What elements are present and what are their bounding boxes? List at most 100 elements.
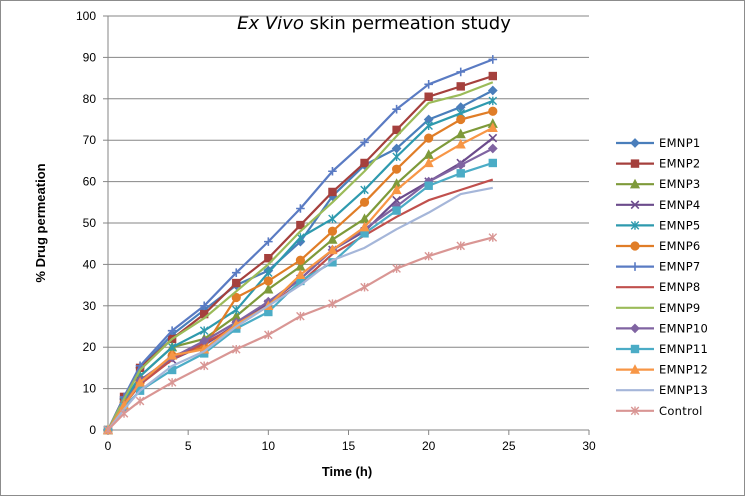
data-point [455,128,466,139]
series-line [107,236,494,431]
y-tick-label: 40 [83,257,97,271]
data-point [424,133,434,143]
data-point [488,55,498,64]
data-point [392,152,401,162]
legend-label: EMNP11 [659,342,708,356]
series-line [107,99,494,431]
legend-item-emnp4: EMNP4 [616,198,701,212]
legend-marker [630,138,640,148]
data-point [488,133,498,143]
legend-marker [630,406,640,416]
data-point [199,326,209,335]
data-point [264,268,273,277]
legend-marker [630,262,640,271]
legend-item-emnp3: EMNP3 [616,177,701,191]
data-point [231,268,241,277]
legend-label: Control [659,404,703,418]
legend-item-emnp12: EMNP12 [616,363,708,377]
data-point [424,80,433,89]
legend-marker [629,364,641,374]
data-point [392,206,401,215]
data-point [167,350,178,360]
data-point [135,376,146,387]
x-tick-label: 10 [262,439,276,453]
x-tick-label: 25 [502,439,516,453]
series-emnp11 [103,158,497,435]
data-point [328,214,337,224]
data-point [231,305,241,315]
series-line [107,81,494,431]
y-tick-label: 90 [83,50,97,64]
data-point [391,184,402,195]
legend-item-emnp10: EMNP10 [616,321,708,335]
data-point [263,276,273,286]
data-point [424,121,433,131]
data-point [359,221,370,232]
data-point [423,157,434,168]
legend-marker [630,241,640,251]
series-emnp13 [107,186,494,431]
legend-item-control: Control [616,404,703,418]
data-point [167,378,177,387]
data-point [231,292,241,303]
data-point [296,311,305,321]
series-line [107,147,494,431]
legend-label: EMNP8 [659,280,701,294]
x-axis-title: Time (h) [322,464,372,479]
data-point [231,344,241,354]
x-tick-label: 0 [105,439,112,453]
data-point [264,253,273,263]
legend-label: EMNP7 [659,260,701,274]
legend-marker [630,159,640,168]
data-point [456,114,466,125]
legend-item-emnp1: EMNP1 [616,136,701,150]
y-tick-label: 100 [76,9,96,23]
series-emnp9 [107,81,494,431]
legend-label: EMNP4 [659,198,701,212]
y-tick-label: 80 [83,92,97,106]
legend-label: EMNP10 [659,321,708,335]
series-emnp2 [103,71,497,435]
series-line [107,186,494,431]
legend-label: EMNP1 [659,136,701,150]
data-point [455,160,466,170]
legend-item-emnp8: EMNP8 [616,280,701,294]
legend-label: EMNP5 [659,218,701,232]
series-control [103,233,498,435]
data-point [487,122,498,132]
series-line [107,74,494,431]
data-point [488,158,497,168]
x-tick-label: 15 [342,439,356,453]
data-point [391,164,402,174]
data-point [456,67,466,77]
legend-label: EMNP3 [659,177,701,191]
legend-item-emnp13: EMNP13 [616,383,708,397]
y-tick-label: 70 [83,133,97,147]
data-point [199,301,209,311]
axes-layer: 0 10 20 30 40 50 60 70 80 90 100 0 5 10 15 20 25 30 [76,9,596,453]
legend-label: EMNP9 [659,301,701,315]
data-point [199,361,209,371]
data-point [487,143,498,154]
data-point [135,396,145,406]
legend-label: EMNP13 [659,383,708,397]
legend-marker [629,178,641,189]
data-point [296,220,305,230]
legend-item-emnp7: EMNP7 [616,260,701,274]
legend: EMNP1 EMNP2 EMNP3 EMNP4 EMNP5 EMNP6 EMNP7 EMNP8… [616,136,708,418]
x-tick-label: 30 [582,439,596,453]
y-tick-label: 30 [83,299,97,313]
data-point [328,187,337,197]
data-point [423,149,434,159]
data-point [296,204,305,213]
data-point [456,241,466,251]
data-point [359,197,370,207]
series-line [107,126,494,431]
y-tick-label: 0 [89,423,96,437]
data-point [103,425,113,435]
data-point [456,169,465,178]
data-point [232,278,241,288]
data-point [295,269,306,279]
legend-item-emnp5: EMNP5 [616,218,701,232]
series-emnp10 [103,143,498,435]
